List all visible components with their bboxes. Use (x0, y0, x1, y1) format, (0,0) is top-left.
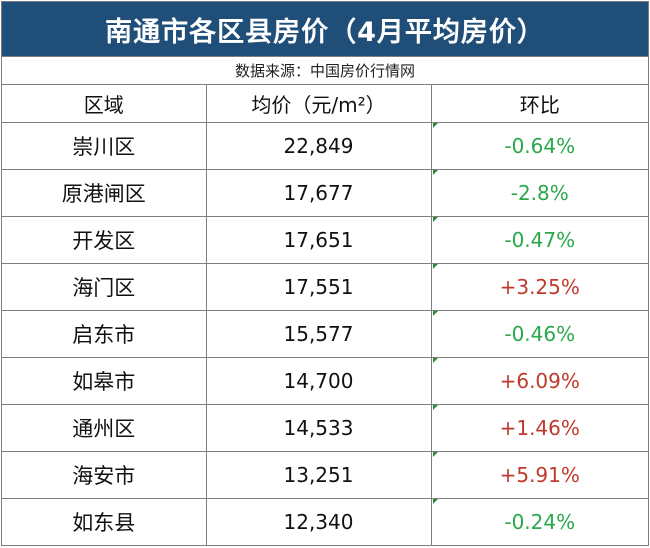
data-source-note: 数据来源：中国房价行情网 (2, 57, 648, 85)
table-row: 如皋市 14,700 +6.09% (2, 357, 648, 405)
table-title: 南通市各区县房价（4月平均房价） (2, 2, 648, 57)
table-row: 开发区 17,651 -0.47% (2, 216, 648, 264)
change-cell: +6.09% (431, 357, 648, 405)
table-row: 海安市 13,251 +5.91% (2, 451, 648, 499)
price-cell: 22,849 (206, 122, 432, 170)
header-region: 区域 (2, 85, 207, 123)
region-cell: 崇川区 (2, 122, 207, 170)
price-cell: 12,340 (206, 498, 432, 545)
change-cell: +5.91% (431, 451, 648, 499)
change-cell: -0.47% (431, 216, 648, 264)
header-change: 环比 (431, 85, 648, 123)
header-row: 区域 均价（元/m²） 环比 (2, 85, 648, 123)
table-row: 启东市 15,577 -0.46% (2, 310, 648, 358)
price-table: 区域 均价（元/m²） 环比 崇川区 22,849 -0.64% 原港闸区 17… (2, 85, 648, 545)
region-cell: 如皋市 (2, 357, 207, 405)
price-cell: 13,251 (206, 451, 432, 499)
price-cell: 17,677 (206, 169, 432, 217)
price-cell: 17,651 (206, 216, 432, 264)
region-cell: 海门区 (2, 263, 207, 311)
price-cell: 15,577 (206, 310, 432, 358)
table-row: 如东县 12,340 -0.24% (2, 498, 648, 545)
region-cell: 通州区 (2, 404, 207, 452)
change-cell: +3.25% (431, 263, 648, 311)
table-row: 通州区 14,533 +1.46% (2, 404, 648, 452)
price-cell: 17,551 (206, 263, 432, 311)
change-cell: -2.8% (431, 169, 648, 217)
price-cell: 14,700 (206, 357, 432, 405)
region-cell: 启东市 (2, 310, 207, 358)
change-cell: -0.64% (431, 122, 648, 170)
region-cell: 海安市 (2, 451, 207, 499)
change-cell: -0.46% (431, 310, 648, 358)
region-cell: 原港闸区 (2, 169, 207, 217)
table-row: 海门区 17,551 +3.25% (2, 263, 648, 311)
table-row: 原港闸区 17,677 -2.8% (2, 169, 648, 217)
change-cell: +1.46% (431, 404, 648, 452)
region-cell: 如东县 (2, 498, 207, 545)
price-cell: 14,533 (206, 404, 432, 452)
table-row: 崇川区 22,849 -0.64% (2, 122, 648, 170)
header-price: 均价（元/m²） (206, 85, 432, 123)
change-cell: -0.24% (504, 510, 576, 534)
region-cell: 开发区 (2, 216, 207, 264)
